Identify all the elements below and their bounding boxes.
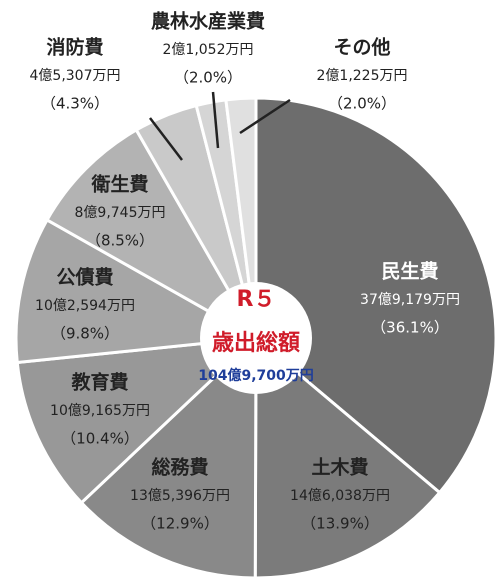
slice-percent: （10.4%）	[61, 430, 139, 448]
slice-amount: 4億5,307万円	[30, 68, 121, 84]
slice-name: 公債費	[56, 266, 113, 289]
slice-percent: （4.3%）	[41, 95, 109, 113]
pie-slice	[224, 96, 258, 339]
leader-line	[211, 91, 220, 149]
pie-slice	[253, 334, 442, 578]
pie-slice	[44, 127, 261, 342]
slice-percent: （13.9%）	[301, 515, 379, 533]
pie-slice	[254, 96, 496, 495]
center-subtitle: 歳出総額	[212, 330, 300, 356]
pie-slice	[15, 336, 261, 505]
pie	[14, 96, 496, 578]
labels: 民生費 37億9,179万円 （36.1%） 土木費 14億6,038万円 （13.9%）…	[30, 10, 460, 533]
slice-amount: 10億2,594万円	[35, 298, 135, 314]
center-title: R５	[237, 287, 276, 312]
slice-amount: 2億1,225万円	[317, 68, 408, 84]
center-hole	[200, 282, 312, 394]
slice-amount: 37億9,179万円	[360, 292, 460, 308]
slice-name: 民生費	[381, 260, 438, 283]
center-total: 104億9,700万円	[198, 367, 314, 384]
slice-percent: （36.1%）	[371, 319, 449, 337]
slice-percent: （2.0%）	[328, 95, 396, 113]
slice-amount: 8億9,745万円	[75, 205, 166, 221]
slice-percent: （9.8%）	[51, 325, 119, 343]
slice-amount: 14億6,038万円	[290, 488, 390, 504]
slice-name: 農林水産業費	[151, 10, 265, 33]
slice-name: その他	[333, 36, 390, 59]
leader-line	[149, 117, 183, 161]
slice-amount: 10億9,165万円	[50, 403, 150, 419]
slice-percent: （12.9%）	[141, 515, 219, 533]
slice-amount: 13億5,396万円	[130, 488, 230, 504]
pie-slice	[14, 217, 261, 365]
slice-name: 土木費	[311, 456, 368, 479]
pie-slice	[79, 334, 258, 578]
slice-name: 消防費	[46, 36, 103, 59]
slice-name: 教育費	[71, 371, 128, 394]
slice-amount: 2億1,052万円	[163, 42, 254, 58]
slice-percent: （8.5%）	[86, 232, 154, 250]
slice-percent: （2.0%）	[174, 69, 242, 87]
leader-line	[239, 98, 291, 135]
slice-name: 衛生費	[90, 173, 148, 196]
slice-name: 総務費	[151, 456, 208, 479]
